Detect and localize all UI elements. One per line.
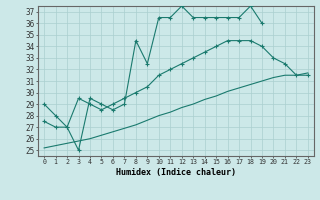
X-axis label: Humidex (Indice chaleur): Humidex (Indice chaleur) [116, 168, 236, 177]
